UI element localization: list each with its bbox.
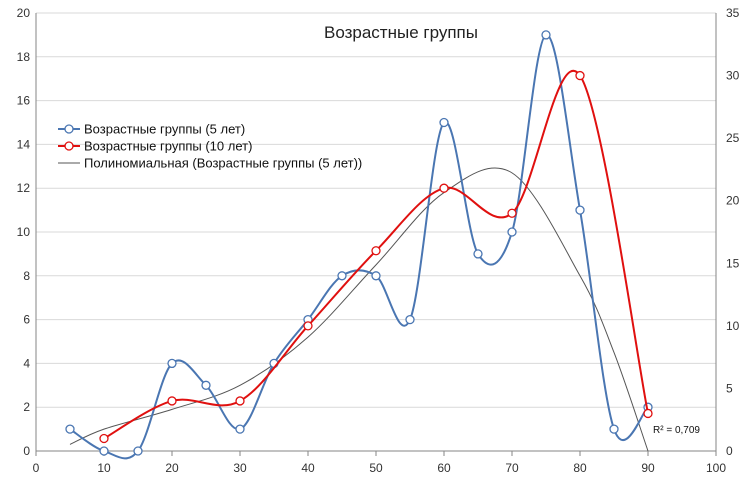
data-point	[303, 321, 313, 331]
legend-item: Возрастные группы (5 лет)	[58, 122, 245, 137]
data-point	[371, 271, 381, 281]
y-right-tick-label: 20	[726, 194, 740, 208]
x-tick-label: 40	[301, 461, 315, 475]
legend-label: Полиномиальная (Возрастные группы (5 лет…	[84, 156, 362, 171]
trendline-path	[69, 167, 649, 452]
y-left-tick-label: 10	[17, 225, 31, 239]
legend-label: Возрастные группы (10 лет)	[84, 139, 252, 154]
data-point	[439, 183, 449, 193]
data-point	[405, 314, 415, 325]
y-left-tick-label: 20	[17, 6, 31, 20]
r-squared-label: R² = 0,709	[653, 425, 700, 436]
y-right-tick-label: 10	[726, 319, 740, 333]
legend-item: Полиномиальная (Возрастные группы (5 лет…	[58, 156, 362, 171]
x-tick-label: 60	[437, 461, 451, 475]
y-left-tick-label: 6	[23, 313, 30, 327]
x-tick-label: 50	[369, 461, 383, 475]
data-point	[167, 358, 177, 369]
y-left-tick-label: 8	[23, 269, 30, 283]
data-point	[235, 424, 245, 434]
y-right-tick-label: 5	[726, 381, 733, 395]
x-tick-label: 20	[165, 461, 179, 475]
y-right-tick-label: 0	[726, 444, 733, 458]
data-point	[439, 117, 449, 128]
y-right-tick-label: 30	[726, 69, 740, 83]
x-tick-label: 70	[505, 461, 519, 475]
data-point	[473, 249, 483, 259]
data-point	[99, 433, 109, 444]
data-point	[235, 396, 245, 406]
y-left-tick-label: 14	[17, 137, 31, 151]
x-tick-label: 30	[233, 461, 247, 475]
legend-marker	[64, 124, 74, 134]
x-tick-label: 10	[97, 461, 111, 475]
data-point	[65, 424, 75, 434]
y-right-tick-label: 25	[726, 131, 740, 145]
tick-labels: 0 2 4 6 8 10 12 14 16 18 20 0 5 10 15 20 25 30 35 0 10 20 30 40…	[17, 6, 740, 475]
data-point	[575, 205, 585, 215]
data-point	[201, 380, 211, 390]
y-left-tick-label: 0	[23, 444, 30, 458]
data-point	[371, 246, 381, 256]
data-point	[643, 408, 653, 419]
data-point	[507, 208, 517, 218]
y-left-tick-label: 18	[17, 50, 31, 64]
series	[65, 30, 653, 460]
x-tick-label: 0	[33, 461, 40, 475]
legend-item: Возрастные группы (10 лет)	[58, 139, 252, 154]
y-left-tick-label: 2	[23, 400, 30, 414]
data-point	[575, 70, 585, 81]
y-left-tick-label: 12	[17, 181, 31, 195]
data-point	[133, 446, 143, 456]
legend: Возрастные группы (5 лет) Возрастные груп…	[58, 122, 362, 171]
legend-label: Возрастные группы (5 лет)	[84, 122, 245, 137]
data-point	[541, 30, 551, 40]
y-left-tick-label: 16	[17, 94, 31, 108]
data-point	[609, 424, 619, 434]
y-left-tick-label: 4	[23, 356, 30, 370]
data-point	[337, 271, 347, 281]
series-line	[103, 70, 649, 440]
chart-title: Возрастные группы	[324, 23, 478, 42]
data-point	[167, 396, 177, 406]
annotations: R² = 0,709	[653, 425, 700, 436]
x-tick-label: 90	[641, 461, 655, 475]
trendline-series	[69, 167, 649, 452]
data-point	[99, 446, 109, 456]
x-tick-label: 80	[573, 461, 587, 475]
data-point	[507, 227, 517, 237]
legend-marker	[64, 141, 74, 151]
x-tick-label: 100	[706, 461, 726, 475]
y-right-tick-label: 15	[726, 256, 740, 270]
line-series	[99, 70, 653, 444]
y-right-tick-label: 35	[726, 6, 740, 20]
